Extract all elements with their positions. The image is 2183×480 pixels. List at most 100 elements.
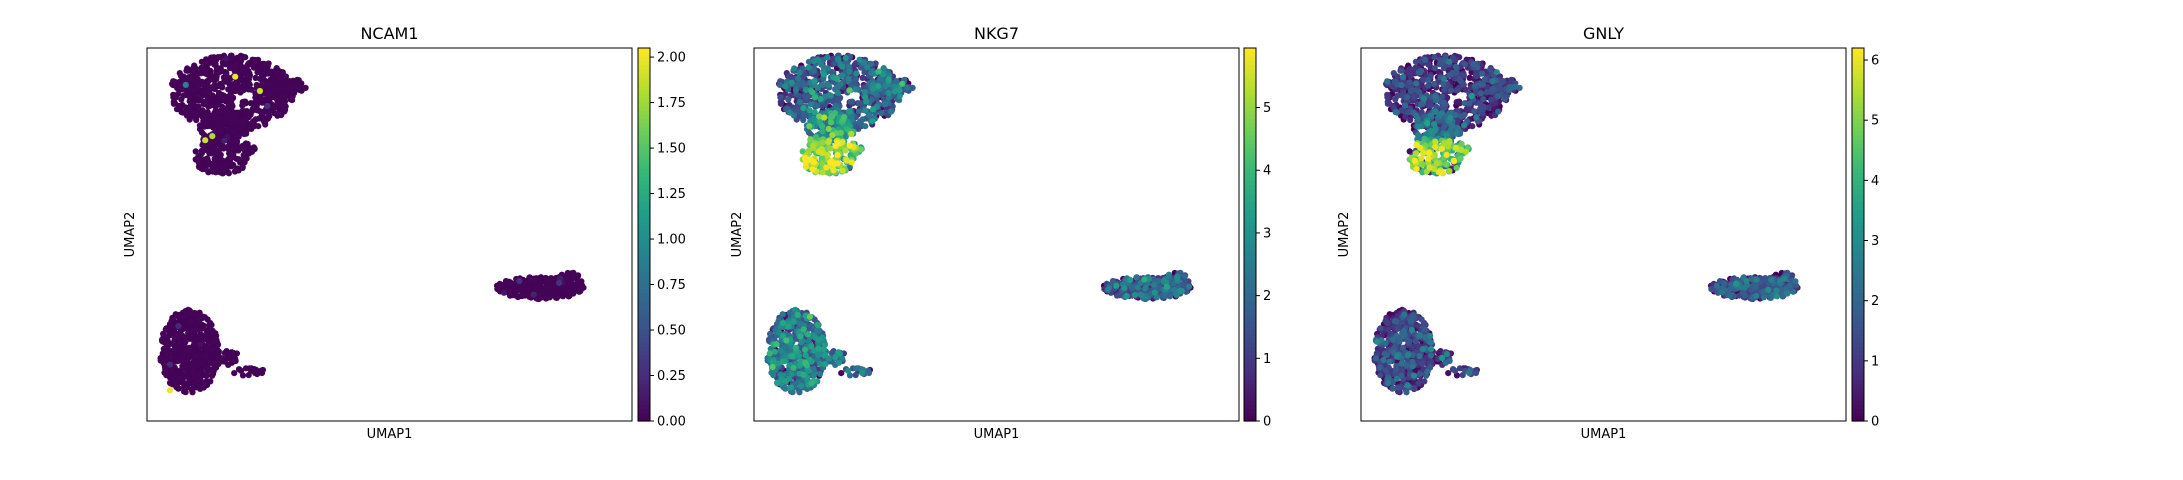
scatter-point xyxy=(1181,273,1188,280)
scatter-point xyxy=(559,293,567,300)
colorbar-segment xyxy=(638,362,650,368)
scatter-point xyxy=(1151,289,1158,296)
colorbar-segment xyxy=(1244,130,1256,136)
scatter-point xyxy=(248,367,255,374)
colorbar-segment xyxy=(1244,139,1256,144)
scatter-point xyxy=(179,353,187,360)
scatter-point xyxy=(195,103,202,110)
colorbar-segment xyxy=(1244,280,1256,285)
scatter-point xyxy=(206,87,213,94)
scatter-point xyxy=(203,343,210,350)
scatter-point xyxy=(203,365,210,372)
scatter-point xyxy=(807,101,815,108)
scatter-point xyxy=(233,155,240,162)
scatter-point xyxy=(834,152,841,159)
colorbar-segment xyxy=(1244,396,1256,401)
scatter-point xyxy=(800,111,808,118)
scatter-point xyxy=(197,341,204,348)
scatter-point xyxy=(215,100,222,108)
scatter-point xyxy=(245,77,252,84)
colorbar-tick-label: 0.25 xyxy=(657,369,686,384)
scatter-point xyxy=(240,124,247,131)
colorbar-segment xyxy=(1244,85,1256,91)
scatter-point xyxy=(250,64,258,71)
scatter-point xyxy=(228,355,235,362)
colorbar-segment xyxy=(1244,371,1256,377)
colorbar-segment xyxy=(1244,292,1256,298)
scatter-point xyxy=(1141,276,1148,283)
colorbar-segment xyxy=(1244,176,1256,182)
scatter-point xyxy=(790,364,797,371)
scatter-point xyxy=(202,371,210,378)
colorbar-segment xyxy=(1244,168,1256,173)
scatter-point-highlight xyxy=(256,87,263,95)
scatter-point-highlight xyxy=(209,133,216,140)
scatter-point xyxy=(283,86,290,93)
scatter-point xyxy=(794,311,801,318)
scatter-point xyxy=(810,372,817,379)
scatter-point xyxy=(817,96,824,103)
scatter-point xyxy=(1421,378,1428,385)
scatter-point xyxy=(1171,286,1178,294)
colorbar-segment xyxy=(1244,89,1256,95)
colorbar-segment xyxy=(638,205,650,211)
colorbar-segment xyxy=(1244,205,1256,211)
colorbar-segment xyxy=(1244,246,1256,252)
colorbar-segment xyxy=(638,350,650,356)
scatter-point xyxy=(782,83,789,90)
colorbar-segment xyxy=(638,77,650,82)
scatter-point xyxy=(212,81,219,89)
scatter-point xyxy=(807,136,814,143)
colorbar-segment xyxy=(638,391,650,397)
scatter-point xyxy=(788,384,795,391)
colorbar-segment xyxy=(638,135,650,140)
colorbar-segment xyxy=(1244,309,1256,314)
colorbar-segment xyxy=(638,358,650,364)
scatter-point xyxy=(180,73,187,80)
scatter-point xyxy=(207,70,214,77)
colorbar-segment xyxy=(638,168,650,173)
scatter-point xyxy=(1165,271,1172,278)
scatter-point xyxy=(829,113,836,120)
colorbar-segment xyxy=(638,242,650,248)
scatter-point xyxy=(530,291,537,298)
colorbar-segment xyxy=(638,309,650,314)
colorbar-segment xyxy=(638,259,650,265)
scatter-point xyxy=(184,380,192,388)
scatter-point xyxy=(1406,69,1413,77)
scatter-point xyxy=(171,374,178,381)
colorbar-segment xyxy=(638,412,650,418)
colorbar-segment xyxy=(638,56,650,62)
scatter-point xyxy=(208,54,215,61)
scatter-point xyxy=(279,101,286,108)
colorbar-segment xyxy=(1244,379,1256,385)
colorbar-segment xyxy=(638,126,650,132)
scatter-point xyxy=(195,334,202,341)
colorbar-tick-label: 4 xyxy=(1263,164,1271,179)
scatter-point xyxy=(825,82,832,89)
scatter-point xyxy=(1121,285,1128,292)
scatter-point xyxy=(185,93,192,100)
scatter-point xyxy=(226,80,234,87)
scatter-point xyxy=(800,105,807,112)
colorbar-segment xyxy=(1244,213,1256,219)
colorbar-segment xyxy=(1244,338,1256,343)
scatter-point xyxy=(767,330,774,337)
scatter-point xyxy=(186,354,193,361)
scatter-point xyxy=(796,99,804,106)
colorbar-segment xyxy=(1244,68,1256,74)
scatter-point xyxy=(769,363,776,371)
colorbar-tick-label: 0.75 xyxy=(657,278,686,293)
scatter-point xyxy=(202,110,209,117)
scatter-point xyxy=(239,164,246,171)
scatter-point xyxy=(791,65,798,72)
scatter-point xyxy=(885,76,892,83)
scatter-point xyxy=(179,332,186,339)
colorbar-segment xyxy=(1244,48,1256,53)
scatter-point xyxy=(880,65,887,72)
colorbar-segment xyxy=(638,193,650,198)
colorbar-segment xyxy=(638,201,650,207)
colorbar-segment xyxy=(1244,263,1256,269)
